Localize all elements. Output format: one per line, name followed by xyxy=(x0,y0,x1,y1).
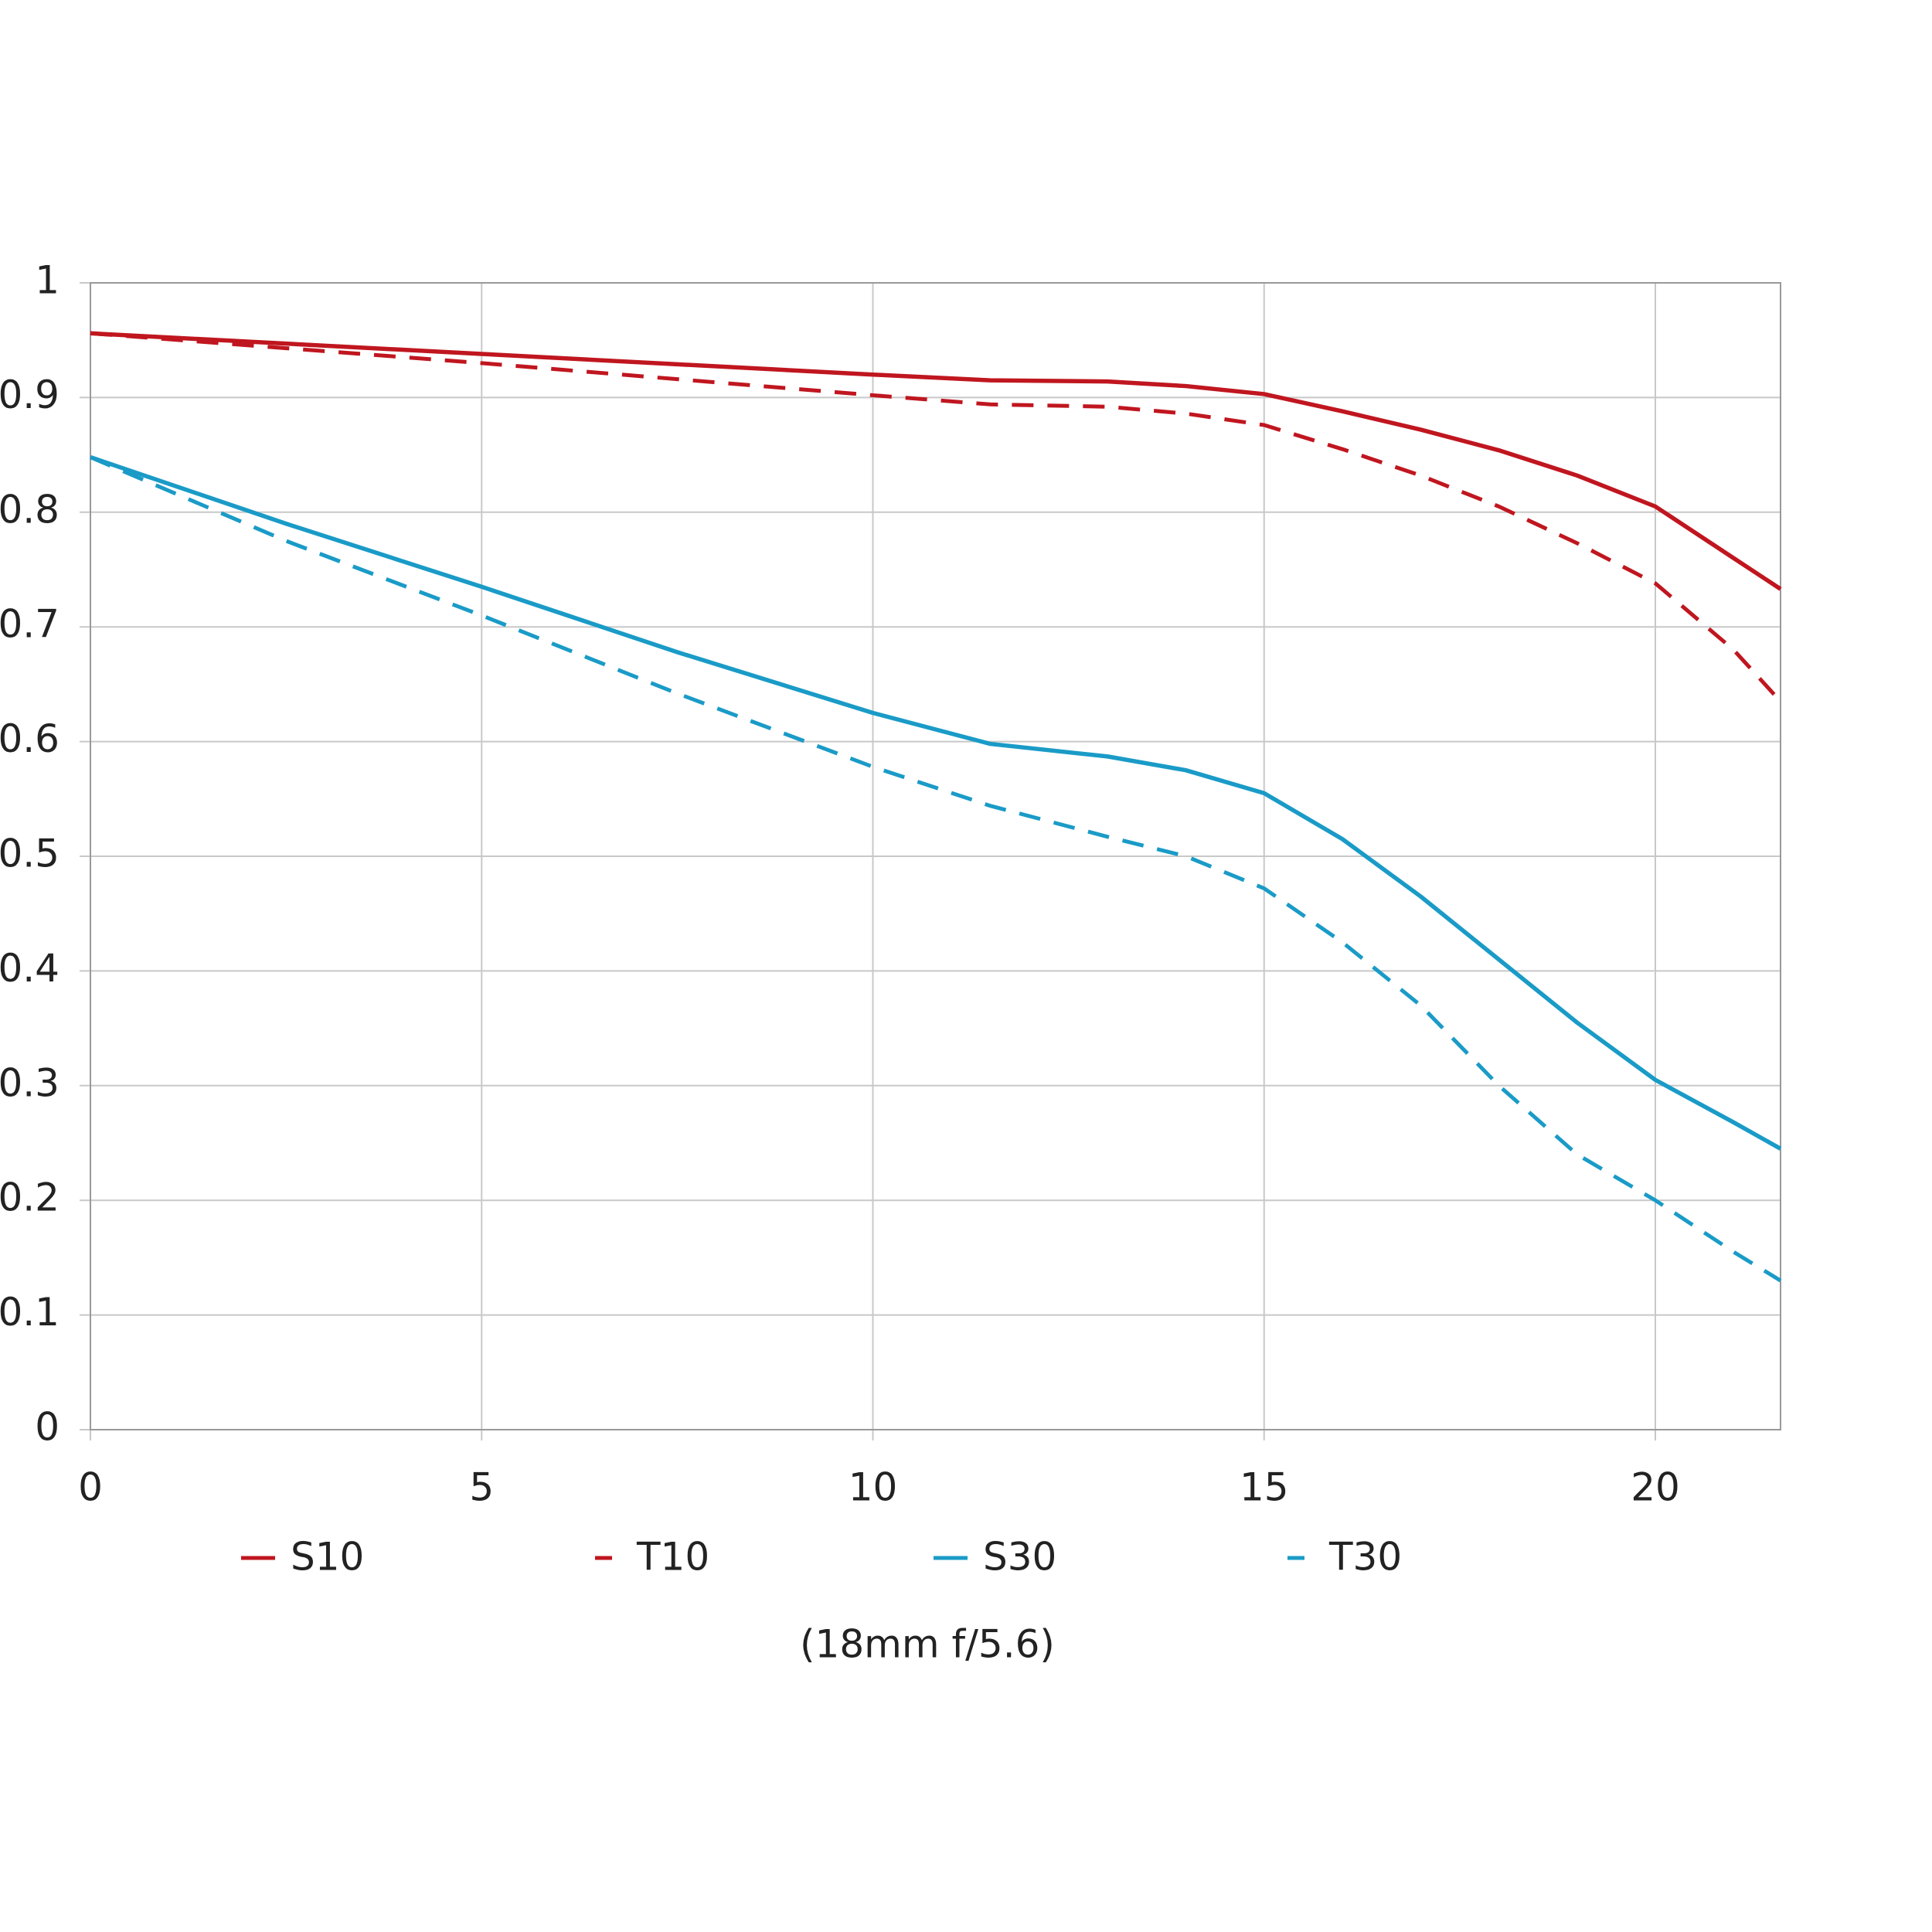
legend-label: S30 xyxy=(983,1535,1056,1580)
y-tick-label: 0.8 xyxy=(0,487,60,532)
y-tick-label: 0 xyxy=(35,1405,60,1450)
y-tick-label: 1 xyxy=(35,258,60,303)
y-tick-label: 0.5 xyxy=(0,832,60,876)
series-line xyxy=(90,331,1782,591)
y-tick-label: 0.1 xyxy=(0,1290,60,1335)
x-tick-label: 0 xyxy=(78,1465,103,1510)
y-tick-label: 0.2 xyxy=(0,1175,60,1220)
legend-label: T30 xyxy=(1328,1535,1402,1580)
x-tick-label: 15 xyxy=(1240,1465,1289,1510)
series-line xyxy=(90,454,1782,1151)
x-tick-label: 10 xyxy=(849,1465,898,1510)
y-tick-label: 0.4 xyxy=(0,946,60,991)
y-tick-label: 0.6 xyxy=(0,716,60,761)
series-line xyxy=(90,331,1782,703)
y-tick-label: 0.3 xyxy=(0,1060,60,1105)
legend-label: T10 xyxy=(636,1535,709,1580)
chart-subtitle: (18mm f/5.6) xyxy=(800,1622,1055,1667)
x-tick-label: 5 xyxy=(469,1465,494,1510)
y-tick-label: 0.7 xyxy=(0,602,60,647)
plot-frame xyxy=(90,282,1781,1430)
legend-label: S10 xyxy=(291,1535,364,1580)
y-tick-label: 0.9 xyxy=(0,372,60,417)
series-line xyxy=(90,455,1782,1283)
x-tick-label: 20 xyxy=(1631,1465,1680,1510)
